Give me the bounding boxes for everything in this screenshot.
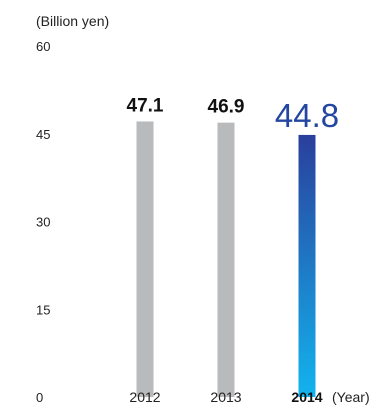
x-tick-label-2012: 2012: [129, 389, 160, 405]
data-labels: 47.1 46.9 44.8: [127, 95, 340, 133]
x-tick-label-2013: 2013: [210, 389, 241, 405]
bars: [136, 121, 316, 398]
bar-2013: [217, 122, 235, 397]
bar-2014: [298, 134, 316, 398]
x-axis-ticks: 2012 2013 2014: [129, 389, 322, 405]
y-tick-label: 60: [36, 39, 50, 54]
y-axis-unit-label: (Billion yen): [36, 13, 109, 29]
data-label-2014: 44.8: [275, 97, 339, 134]
y-tick-label: 30: [36, 215, 50, 230]
data-label-2013: 46.9: [208, 97, 245, 118]
x-tick-label-2014: 2014: [291, 389, 322, 405]
data-label-2012: 47.1: [127, 95, 164, 116]
y-tick-label: 45: [36, 127, 50, 142]
y-tick-label: 15: [36, 302, 50, 317]
y-tick-label: 0: [36, 390, 43, 405]
y-axis-ticks: 0 15 30 45 60: [36, 39, 50, 405]
bar-2012: [136, 121, 154, 397]
x-axis-unit-label: (Year): [332, 389, 370, 405]
